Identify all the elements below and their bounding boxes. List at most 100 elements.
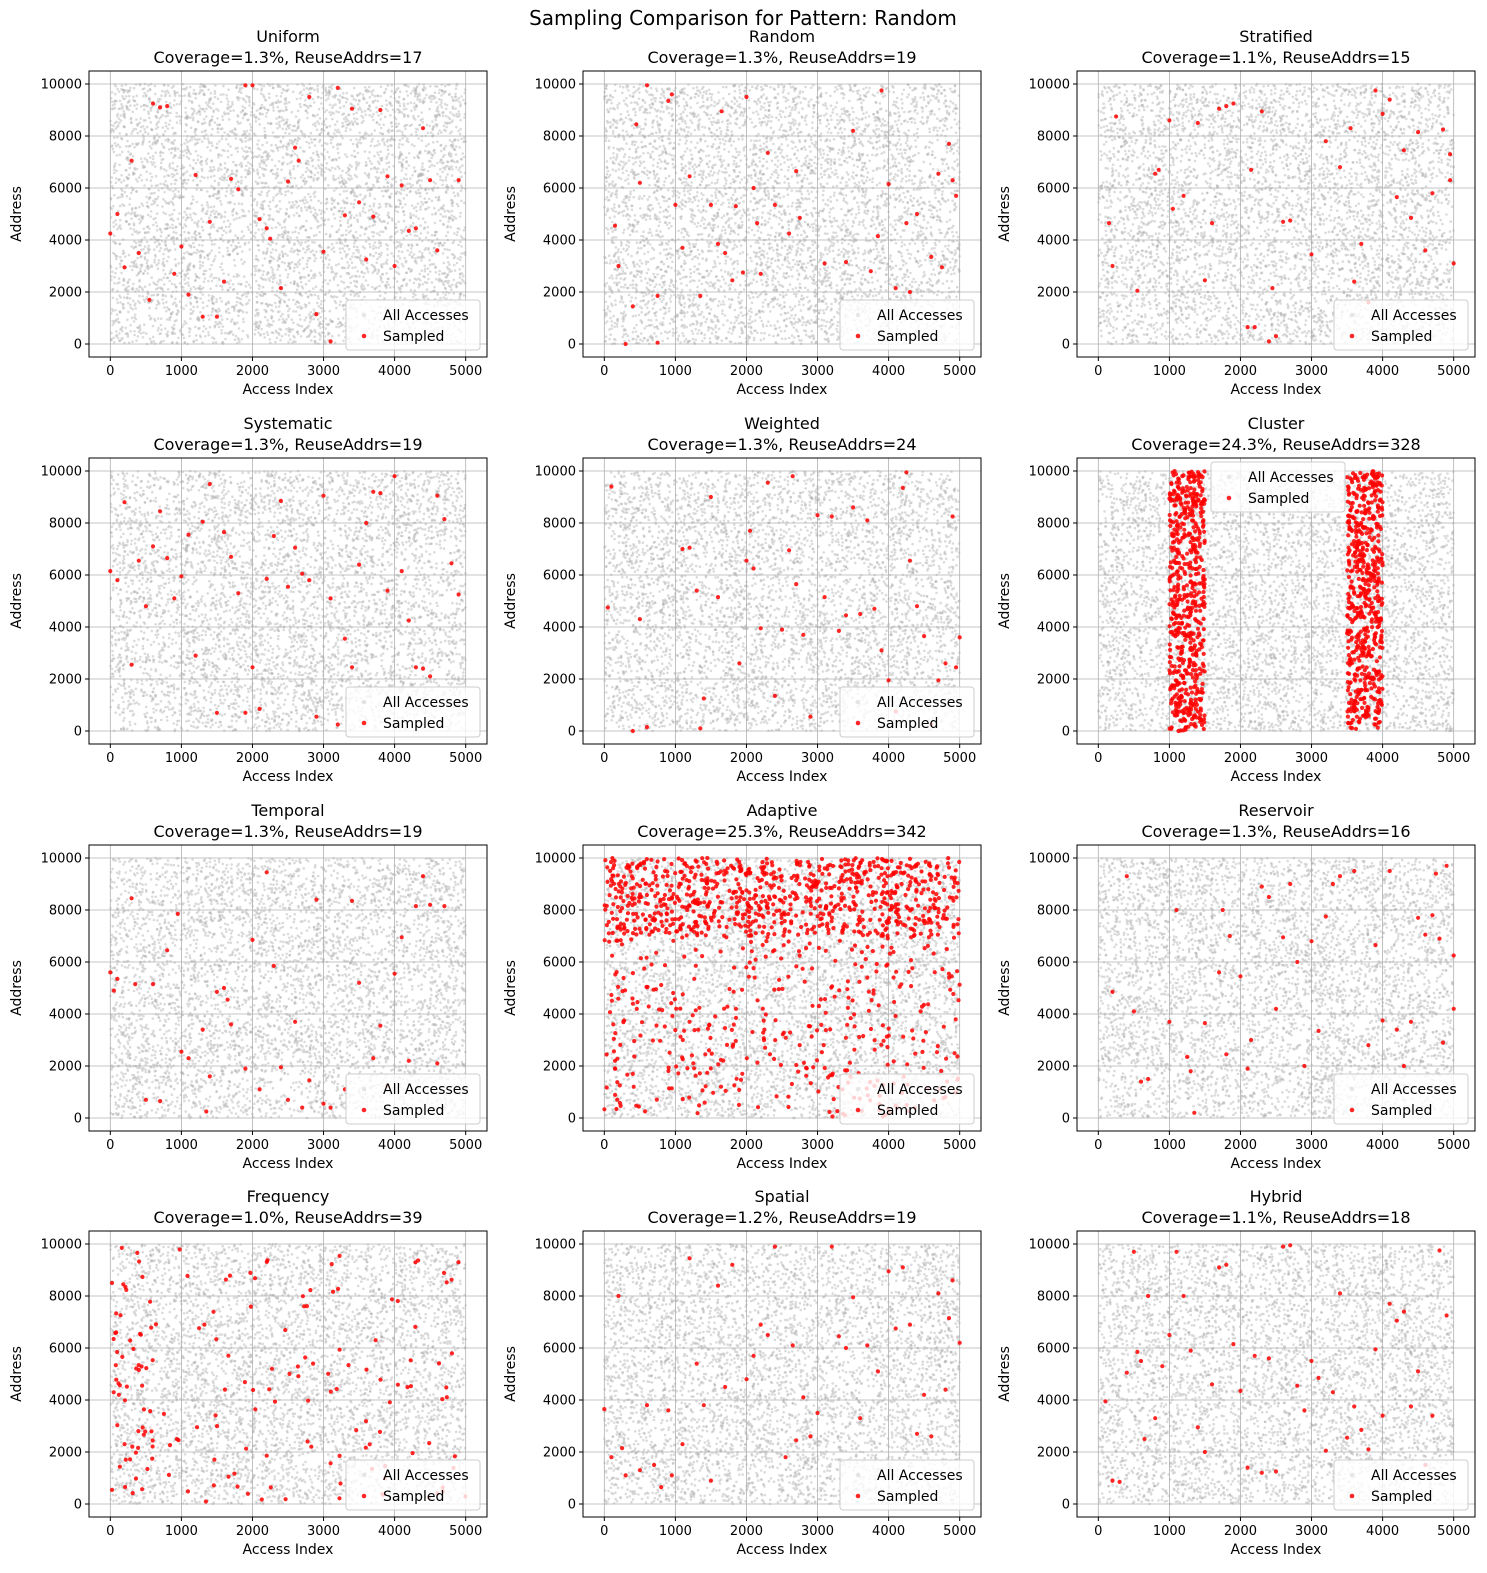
all-accesses-point <box>325 167 328 170</box>
all-accesses-point <box>220 101 223 104</box>
all-accesses-point <box>245 295 248 298</box>
all-accesses-point <box>340 174 343 177</box>
all-accesses-point <box>222 240 225 243</box>
all-accesses-point <box>420 187 423 190</box>
all-accesses-point <box>248 104 251 107</box>
all-accesses-point <box>202 239 205 242</box>
all-accesses-point <box>401 169 404 172</box>
all-accesses-point <box>428 198 431 201</box>
all-accesses-point <box>155 151 158 154</box>
all-accesses-point <box>116 313 119 316</box>
all-accesses-point <box>167 256 170 259</box>
all-accesses-point <box>227 156 230 159</box>
all-accesses-point <box>277 181 280 184</box>
all-accesses-point <box>217 154 220 157</box>
all-accesses-point <box>415 230 418 233</box>
all-accesses-point <box>180 154 183 157</box>
all-accesses-point <box>446 256 449 259</box>
all-accesses-point <box>334 129 337 132</box>
all-accesses-point <box>257 228 260 231</box>
all-accesses-point <box>288 299 291 302</box>
all-accesses-point <box>245 165 248 168</box>
all-accesses-point <box>136 94 139 97</box>
all-accesses-point <box>207 88 210 91</box>
figure-suptitle: Sampling Comparison for Pattern: Random <box>529 6 957 30</box>
all-accesses-point <box>320 316 323 319</box>
all-accesses-point <box>324 327 327 330</box>
all-accesses-point <box>403 214 406 217</box>
all-accesses-point <box>327 218 330 221</box>
all-accesses-point <box>234 234 237 237</box>
all-accesses-point <box>240 283 243 286</box>
all-accesses-point <box>452 187 455 190</box>
all-accesses-point <box>420 232 423 235</box>
all-accesses-point <box>277 149 280 152</box>
all-accesses-point <box>460 95 463 98</box>
all-accesses-point <box>387 84 390 87</box>
all-accesses-point <box>423 97 426 100</box>
all-accesses-point <box>126 319 129 322</box>
all-accesses-point <box>169 167 172 170</box>
all-accesses-point <box>412 214 415 217</box>
all-accesses-point <box>309 186 312 189</box>
all-accesses-point <box>213 212 216 215</box>
all-accesses-point <box>431 213 434 216</box>
all-accesses-point <box>118 277 121 280</box>
all-accesses-point <box>316 85 319 88</box>
all-accesses-point <box>154 241 157 244</box>
subplot-uniform: UniformCoverage=1.3%, ReuseAddrs=170 1000… <box>9 27 487 398</box>
all-accesses-point <box>181 326 184 329</box>
all-accesses-point <box>337 318 340 321</box>
all-accesses-point <box>453 232 456 235</box>
all-accesses-point <box>252 208 255 211</box>
all-accesses-point <box>379 231 382 234</box>
all-accesses-point <box>205 107 208 110</box>
all-accesses-point <box>211 311 214 314</box>
all-accesses-point <box>224 332 227 335</box>
all-accesses-point <box>155 175 158 178</box>
all-accesses-point <box>116 136 119 139</box>
all-accesses-point <box>379 157 382 160</box>
all-accesses-point <box>217 169 220 172</box>
all-accesses-point <box>128 285 131 288</box>
all-accesses-point <box>355 112 358 115</box>
all-accesses-point <box>116 298 119 301</box>
all-accesses-point <box>438 114 441 117</box>
all-accesses-point <box>148 307 151 310</box>
all-accesses-point <box>346 245 349 248</box>
all-accesses-point <box>401 206 404 209</box>
all-accesses-point <box>138 280 141 283</box>
all-accesses-point <box>130 192 133 195</box>
all-accesses-point <box>230 244 233 247</box>
all-accesses-point <box>299 277 302 280</box>
all-accesses-point <box>210 249 213 252</box>
all-accesses-point <box>296 288 299 291</box>
all-accesses-point <box>256 169 259 172</box>
all-accesses-point <box>184 149 187 152</box>
all-accesses-point <box>135 108 138 111</box>
all-accesses-point <box>451 210 454 213</box>
all-accesses-point <box>228 184 231 187</box>
all-accesses-point <box>185 219 188 222</box>
all-accesses-point <box>375 252 378 255</box>
all-accesses-point <box>305 220 308 223</box>
all-accesses-point <box>282 156 285 159</box>
all-accesses-point <box>314 209 317 212</box>
all-accesses-point <box>299 259 302 262</box>
all-accesses-point <box>279 208 282 211</box>
all-accesses-point <box>147 133 150 136</box>
all-accesses-point <box>330 295 333 298</box>
all-accesses-point <box>242 262 245 265</box>
all-accesses-point <box>297 187 300 190</box>
all-accesses-point <box>179 177 182 180</box>
all-accesses-point <box>375 106 378 109</box>
all-accesses-point <box>268 280 271 283</box>
all-accesses-point <box>120 188 123 191</box>
all-accesses-point <box>340 185 343 188</box>
all-accesses-point <box>176 121 179 124</box>
all-accesses-point <box>131 143 134 146</box>
all-accesses-point <box>455 145 458 148</box>
all-accesses-point <box>427 278 430 281</box>
all-accesses-point <box>245 285 248 288</box>
all-accesses-point <box>131 189 134 192</box>
